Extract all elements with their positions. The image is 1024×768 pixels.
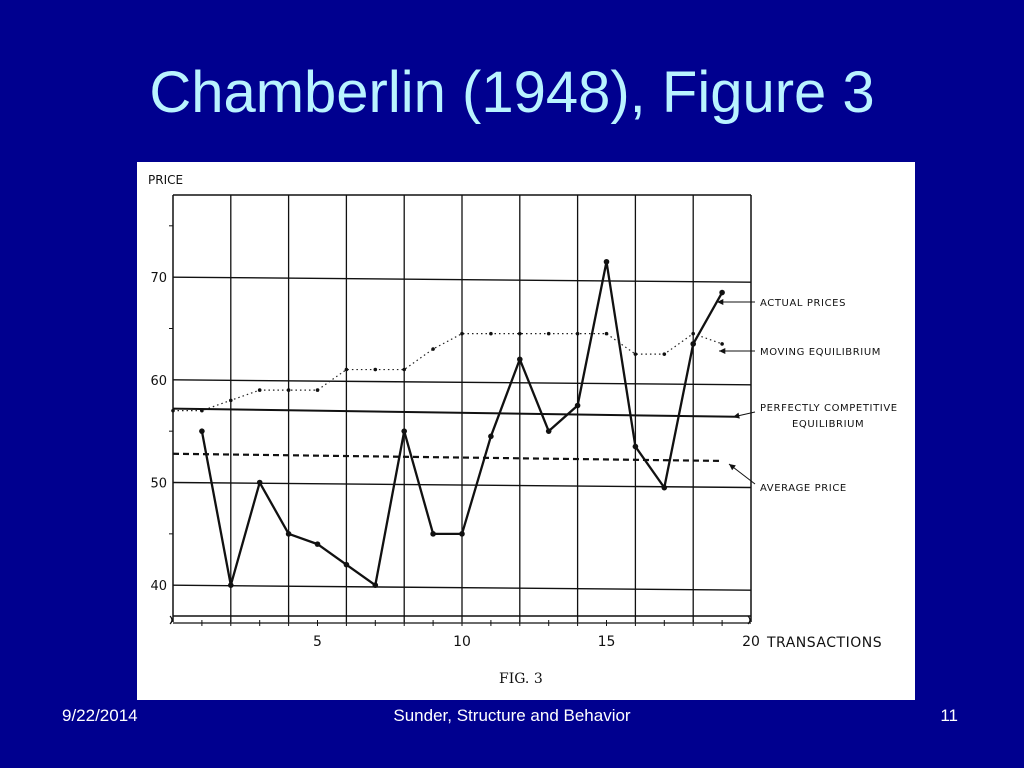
average-price-line bbox=[172, 452, 723, 463]
moving-equilibrium-point bbox=[373, 367, 378, 372]
moving-equilibrium-point bbox=[286, 388, 291, 392]
actual-price-point bbox=[690, 341, 696, 347]
figure-panel: 40 50 60 70 5 10 15 20 PRICE TRANSACTIONS FIG. 3 AC… bbox=[137, 162, 915, 700]
y-axis-label: PRICE bbox=[148, 173, 183, 187]
moving-equilibrium-point bbox=[171, 408, 175, 413]
y-tick-label: 50 bbox=[150, 477, 167, 492]
moving-equilibrium-point bbox=[315, 388, 320, 392]
y-tick-label: 70 bbox=[150, 271, 167, 286]
actual-price-point bbox=[430, 531, 436, 537]
actual-price-point bbox=[661, 484, 668, 491]
moving-equilibrium-point bbox=[200, 408, 204, 413]
horizontal-grid-line bbox=[172, 481, 752, 489]
moving-equilibrium-point bbox=[460, 331, 464, 336]
moving-equilibrium-point bbox=[604, 331, 609, 336]
actual-price-point bbox=[401, 428, 408, 434]
moving-equilibrium-point bbox=[633, 352, 638, 356]
horizontal-grid-line bbox=[172, 276, 752, 283]
footer-page-number: 11 bbox=[940, 706, 958, 725]
actual-price-point bbox=[603, 258, 610, 265]
x-axis-label: TRANSACTIONS bbox=[766, 635, 882, 651]
actual-prices-label: ACTUAL PRICES bbox=[760, 298, 846, 309]
average-price-label-arrowhead bbox=[729, 464, 736, 471]
x-tick-label: 5 bbox=[313, 634, 322, 650]
actual-price-point bbox=[632, 443, 639, 450]
actual-price-point bbox=[199, 428, 205, 434]
moving-equilibrium-point bbox=[344, 367, 349, 372]
x-tick-label: 20 bbox=[742, 634, 760, 650]
figure-caption: FIG. 3 bbox=[499, 671, 543, 687]
actual-price-point bbox=[314, 541, 321, 547]
actual-price-point bbox=[256, 479, 263, 486]
y-tick-label: 40 bbox=[150, 579, 167, 594]
moving-equilibrium-point bbox=[546, 331, 551, 336]
moving-equilibrium-point bbox=[257, 388, 262, 392]
actual-price-point bbox=[459, 531, 465, 537]
actual-price-point bbox=[285, 531, 292, 537]
horizontal-grid-line bbox=[172, 379, 752, 386]
moving-equilibrium-label-arrowhead bbox=[719, 347, 726, 355]
competitive-equilibrium-label-arrowhead bbox=[733, 412, 740, 419]
actual-price-point bbox=[719, 289, 725, 296]
footer-title: Sunder, Structure and Behavior bbox=[393, 706, 631, 725]
footer-date: 9/22/2014 bbox=[62, 706, 138, 725]
moving-equilibrium-point bbox=[720, 342, 724, 346]
actual-price-point bbox=[228, 582, 234, 588]
moving-equilibrium-line bbox=[173, 333, 723, 412]
perfectly-competitive-equilibrium-line bbox=[172, 407, 737, 418]
x-tick-label: 10 bbox=[453, 634, 471, 650]
moving-equilibrium-point bbox=[489, 331, 493, 336]
actual-prices-label-arrowhead bbox=[717, 298, 724, 306]
x-tick-label: 15 bbox=[598, 634, 616, 650]
moving-equilibrium-label: MOVING EQUILIBRIUM bbox=[760, 347, 881, 358]
competitive-equilibrium-label: PERFECTLY COMPETITIVE bbox=[760, 403, 898, 414]
slide-title: Chamberlin (1948), Figure 3 bbox=[149, 60, 875, 125]
actual-price-point bbox=[574, 402, 581, 409]
actual-price-point bbox=[372, 582, 379, 588]
moving-equilibrium-point bbox=[575, 331, 580, 336]
y-tick-label: 60 bbox=[150, 374, 167, 389]
moving-equilibrium-point bbox=[518, 331, 522, 336]
actual-price-point bbox=[517, 356, 523, 363]
average-price-label: AVERAGE PRICE bbox=[760, 483, 847, 494]
competitive-equilibrium-label: EQUILIBRIUM bbox=[792, 419, 864, 430]
moving-equilibrium-point bbox=[229, 398, 233, 403]
actual-price-point bbox=[488, 433, 494, 440]
moving-equilibrium-point bbox=[402, 367, 407, 372]
price-chart: 40 50 60 70 5 10 15 20 PRICE TRANSACTIONS FIG. 3 AC… bbox=[148, 173, 898, 687]
moving-equilibrium-point bbox=[431, 347, 435, 351]
actual-price-point bbox=[343, 561, 350, 568]
moving-equilibrium-point bbox=[691, 331, 695, 336]
actual-price-point bbox=[545, 428, 552, 434]
moving-equilibrium-point bbox=[662, 352, 667, 356]
axis-break-mark bbox=[169, 615, 173, 625]
horizontal-grid-line bbox=[172, 584, 752, 591]
